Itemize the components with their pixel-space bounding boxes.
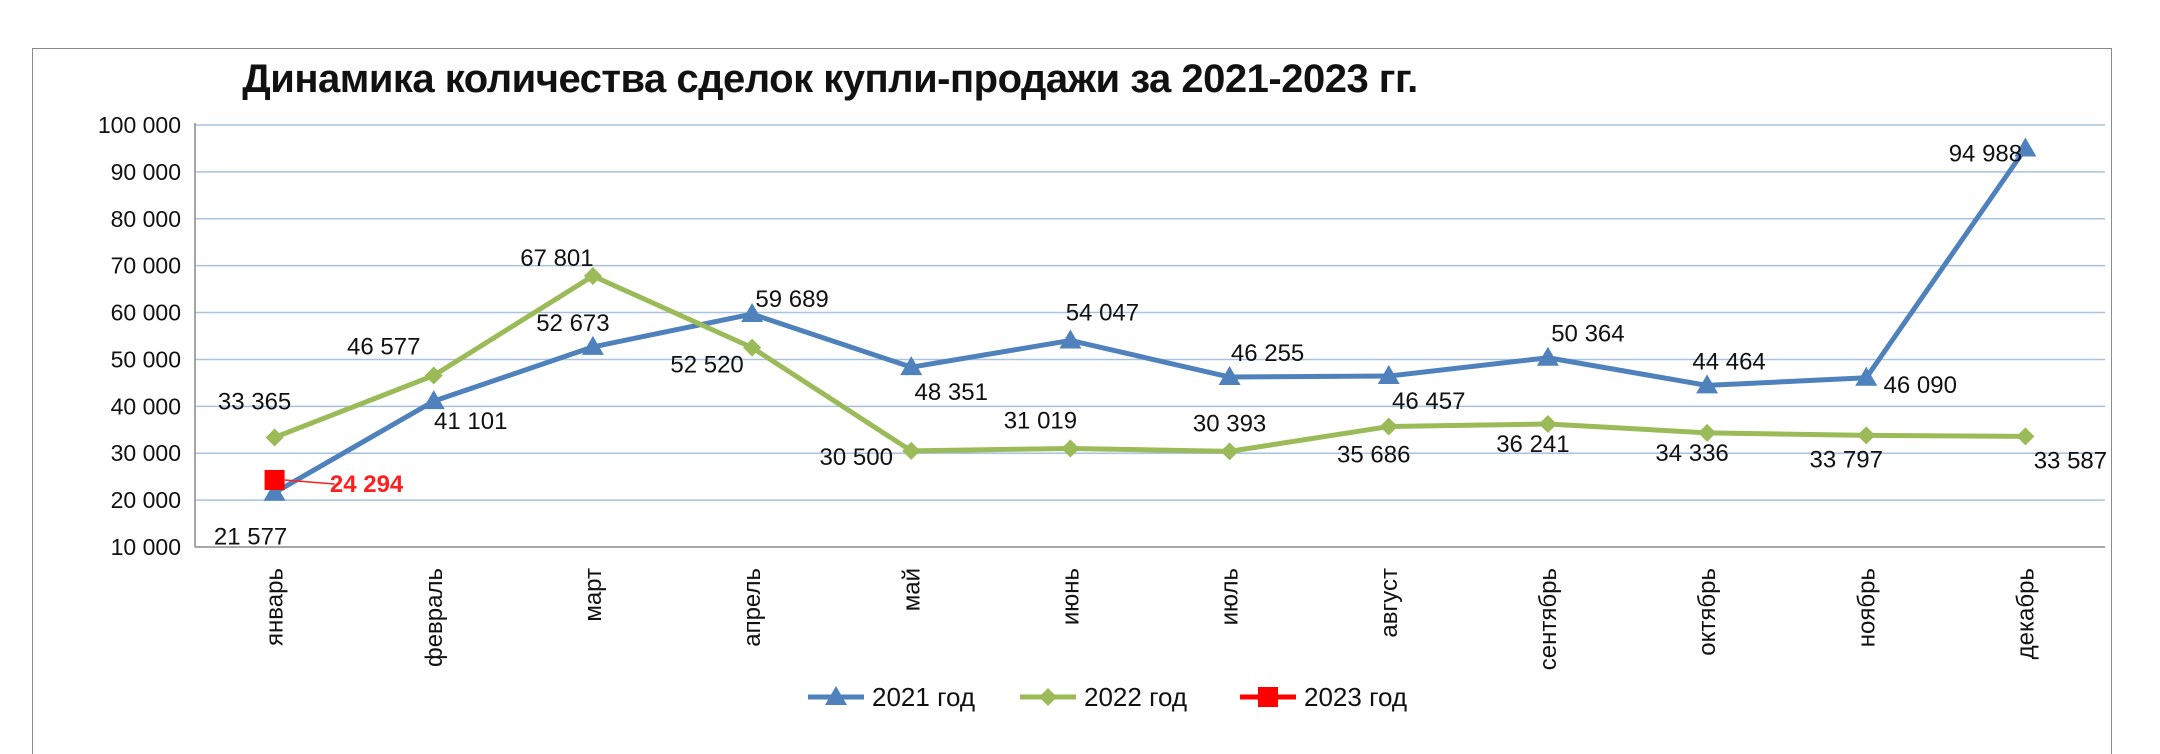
y-tick-label: 30 000 bbox=[111, 440, 181, 466]
x-tick-label: июль bbox=[1217, 568, 1244, 625]
data-point bbox=[263, 481, 286, 501]
data-label: 46 457 bbox=[1392, 388, 1465, 415]
y-tick-label: 90 000 bbox=[111, 159, 181, 185]
data-point bbox=[741, 303, 764, 323]
data-label: 67 801 bbox=[520, 245, 593, 272]
x-tick-label: декабрь bbox=[2012, 568, 2039, 659]
data-label: 52 520 bbox=[670, 352, 743, 379]
data-label: 46 577 bbox=[347, 333, 420, 360]
data-label: 33 797 bbox=[1810, 446, 1883, 473]
data-label: 46 255 bbox=[1231, 340, 1304, 367]
data-label: 46 090 bbox=[1884, 372, 1957, 399]
legend-label: 2021 год bbox=[872, 682, 975, 712]
data-point bbox=[422, 390, 445, 410]
data-point bbox=[424, 366, 443, 385]
data-label: 50 364 bbox=[1551, 321, 1624, 348]
x-tick-label: май bbox=[898, 568, 925, 611]
y-tick-label: 50 000 bbox=[111, 346, 181, 372]
legend-label: 2023 год bbox=[1304, 682, 1407, 712]
data-point bbox=[1536, 346, 1559, 366]
x-tick-label: август bbox=[1376, 568, 1403, 638]
x-tick-label: январь bbox=[262, 568, 289, 646]
data-point bbox=[1218, 366, 1241, 386]
data-label: 21 577 bbox=[214, 524, 287, 551]
data-point bbox=[1698, 423, 1717, 442]
data-point bbox=[581, 335, 604, 355]
data-point bbox=[1855, 366, 1878, 386]
data-label-leader bbox=[284, 479, 335, 485]
y-tick-label: 80 000 bbox=[111, 206, 181, 232]
x-tick-label: июнь bbox=[1057, 568, 1084, 625]
y-tick-label: 100 000 bbox=[98, 112, 181, 138]
x-tick-label: сентябрь bbox=[1535, 568, 1562, 670]
data-label: 36 241 bbox=[1496, 431, 1569, 458]
y-tick-label: 10 000 bbox=[111, 534, 181, 560]
legend-label: 2022 год bbox=[1084, 682, 1187, 712]
data-point bbox=[743, 338, 762, 357]
data-point bbox=[902, 441, 921, 460]
data-point bbox=[264, 469, 285, 490]
data-label: 44 464 bbox=[1692, 348, 1765, 375]
data-point bbox=[2016, 427, 2035, 446]
data-point bbox=[1059, 329, 1082, 349]
chart-area bbox=[32, 48, 2112, 754]
series-line-1 bbox=[273, 147, 2028, 495]
data-label: 54 047 bbox=[1066, 299, 1139, 326]
data-point bbox=[2014, 137, 2037, 157]
x-tick-label: октябрь bbox=[1694, 568, 1721, 656]
data-point bbox=[583, 266, 602, 285]
data-point bbox=[1061, 439, 1080, 458]
data-label: 24 294 bbox=[330, 471, 404, 498]
data-label: 52 673 bbox=[536, 310, 609, 337]
legend-marker bbox=[1258, 687, 1278, 707]
x-tick-label: ноябрь bbox=[1853, 568, 1880, 647]
data-point bbox=[1220, 442, 1239, 461]
legend-marker bbox=[825, 686, 847, 705]
y-tick-label: 70 000 bbox=[111, 253, 181, 279]
data-point bbox=[900, 356, 923, 376]
data-point bbox=[1377, 365, 1400, 385]
x-tick-label: март bbox=[580, 568, 607, 622]
data-label: 31 019 bbox=[1004, 407, 1077, 434]
data-label: 59 689 bbox=[755, 286, 828, 313]
y-tick-label: 60 000 bbox=[111, 300, 181, 326]
data-label: 34 336 bbox=[1655, 440, 1728, 467]
data-point bbox=[265, 428, 284, 447]
y-tick-label: 20 000 bbox=[111, 487, 181, 513]
data-point bbox=[1857, 426, 1876, 445]
data-label: 33 587 bbox=[2034, 447, 2107, 474]
data-label: 30 500 bbox=[820, 444, 893, 471]
data-point bbox=[1696, 374, 1719, 394]
data-label: 30 393 bbox=[1193, 410, 1266, 437]
data-label: 35 686 bbox=[1337, 442, 1410, 469]
data-point bbox=[1538, 414, 1557, 433]
data-label: 48 351 bbox=[915, 379, 988, 406]
chart-title: Динамика количества сделок купли-продажи… bbox=[242, 57, 1418, 101]
y-tick-label: 40 000 bbox=[111, 393, 181, 419]
x-tick-label: апрель bbox=[739, 568, 766, 647]
legend-marker bbox=[1039, 688, 1057, 706]
data-label: 94 988 bbox=[1949, 141, 2022, 168]
data-point bbox=[1379, 417, 1398, 436]
series-line-2 bbox=[273, 273, 2026, 454]
data-label: 41 101 bbox=[434, 408, 507, 435]
x-tick-label: февраль bbox=[421, 568, 448, 667]
data-label: 33 365 bbox=[218, 388, 291, 415]
